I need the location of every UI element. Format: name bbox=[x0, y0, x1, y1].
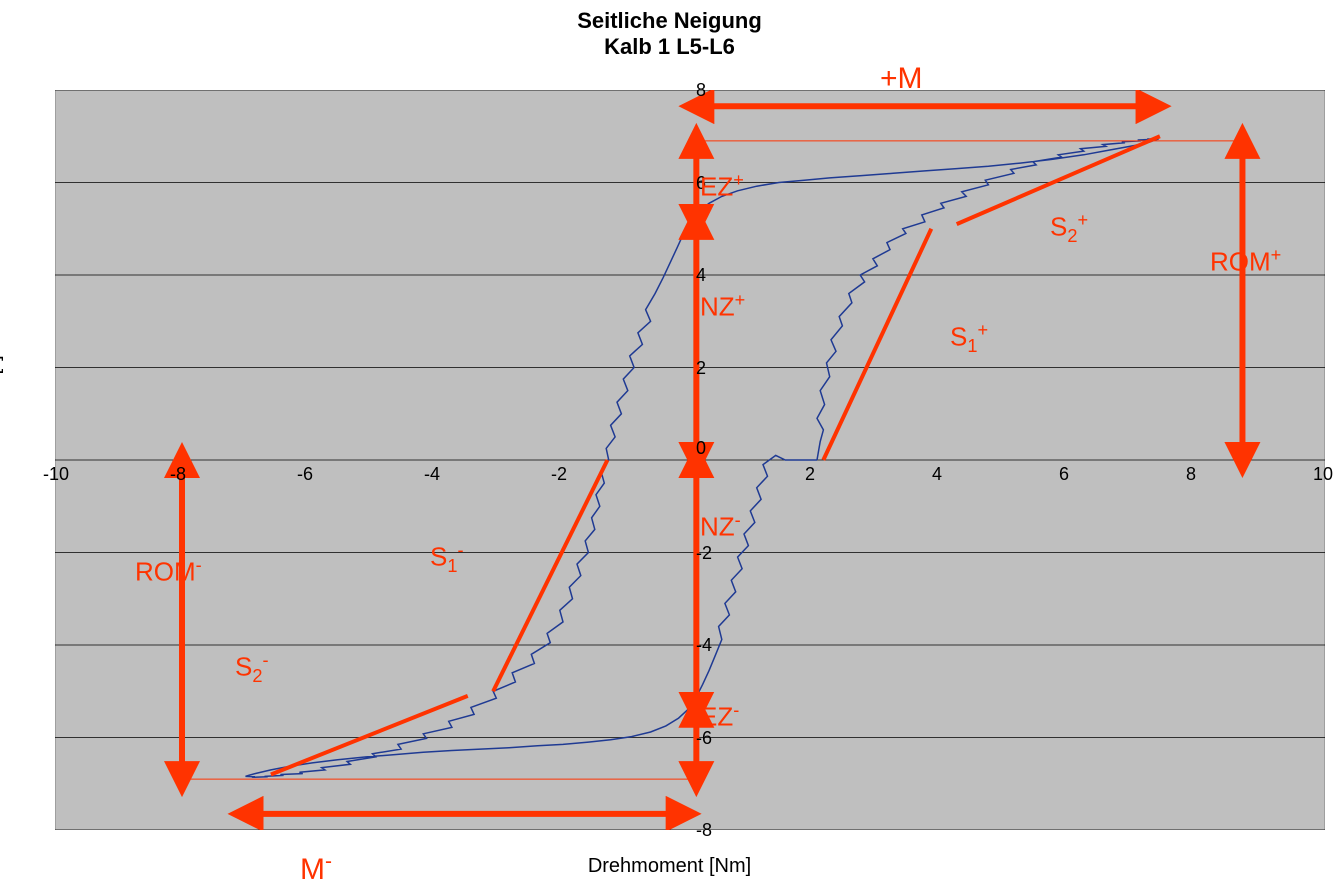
chart-title: Seitliche Neigung Kalb 1 L5-L6 bbox=[0, 8, 1339, 61]
x-axis-label: Drehmoment [Nm] bbox=[0, 855, 1339, 878]
title-line1: Seitliche Neigung bbox=[0, 8, 1339, 34]
y-axis-label: Winkel [°] bbox=[0, 355, 5, 440]
chart-plot bbox=[55, 90, 1325, 830]
title-line2: Kalb 1 L5-L6 bbox=[0, 34, 1339, 60]
